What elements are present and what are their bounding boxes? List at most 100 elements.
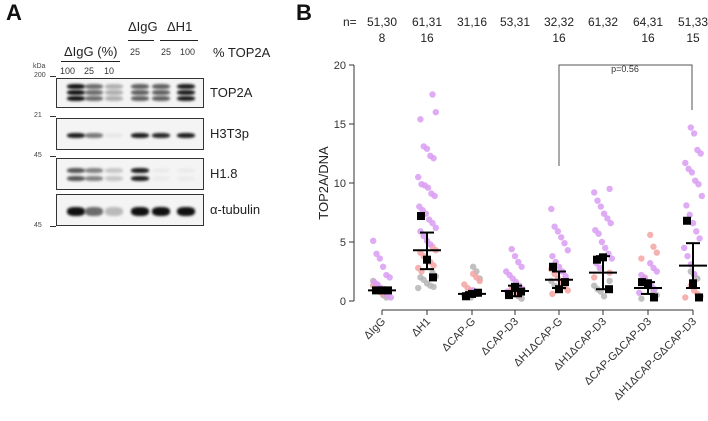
x-tick-label: ΔCAP-G — [440, 316, 478, 354]
blot-band — [85, 175, 103, 181]
n-label: 51,33 — [677, 15, 708, 29]
blot-band — [85, 96, 103, 101]
blot-band — [131, 132, 149, 138]
blot-band — [105, 84, 123, 89]
data-point-rep1 — [682, 159, 689, 167]
data-point-rep1 — [683, 202, 690, 209]
group-label-dh1: ΔH1 — [167, 19, 193, 34]
mw-marker-tick — [50, 156, 56, 157]
data-point-rep1 — [431, 192, 438, 200]
blot-band — [67, 167, 85, 173]
y-tick-label: 5 — [340, 237, 346, 249]
p-value-label: p=0.56 — [611, 64, 639, 74]
replicate-mean-marker — [650, 293, 658, 302]
data-point-rep1 — [606, 185, 613, 193]
y-axis-label: TOP2A/DNA — [316, 146, 331, 220]
blot-band — [85, 167, 103, 173]
data-point-rep1 — [604, 215, 611, 222]
x-tick-label: ΔH1 — [409, 316, 433, 340]
n-label: 8 — [378, 31, 386, 45]
data-point-rep1 — [387, 294, 394, 301]
data-point-rep1 — [681, 244, 688, 252]
axes: 0 5 10 15 20 — [334, 60, 694, 315]
blot-band — [177, 90, 195, 95]
replicate-mean-marker — [549, 262, 557, 271]
replicate-mean-marker — [695, 293, 703, 302]
data-point-rep1 — [602, 244, 609, 252]
data-point-rep1 — [607, 219, 614, 227]
mw-marker-label: 45 — [34, 222, 42, 229]
n-prefix: n= — [343, 15, 357, 29]
blot-band — [67, 96, 85, 101]
blot-label: H3T3p — [210, 126, 250, 141]
blot-band — [67, 175, 85, 181]
blot-band — [131, 167, 149, 173]
data-point-rep1 — [376, 255, 383, 262]
blot-band — [152, 132, 170, 138]
mw-marker-label: 21 — [34, 112, 42, 119]
x-tick-labels: ΔIgG ΔH1 ΔCAP-G ΔCAP-D3ΔH1ΔCAP-GΔH1ΔCAP-D3Δ… — [362, 316, 699, 403]
mw-marker-tick — [50, 116, 56, 117]
n-label: 61,32 — [587, 15, 619, 29]
data-point-rep1 — [518, 263, 525, 270]
data-point-rep1 — [379, 263, 387, 270]
blot-band — [152, 84, 170, 89]
data-point-rep1 — [698, 192, 705, 200]
blot-band — [131, 96, 149, 101]
blot-band — [67, 84, 85, 89]
data-point-rep3 — [600, 293, 608, 300]
n-label: 53,31 — [499, 15, 531, 29]
panel-b-letter: B — [296, 0, 312, 25]
data-point-rep1 — [386, 274, 393, 281]
data-point-rep1 — [598, 238, 606, 246]
underline-digg — [128, 40, 154, 41]
data-point-rep2 — [650, 243, 657, 250]
n-label: 16 — [552, 31, 566, 45]
blot-band — [105, 206, 123, 216]
y-tick-label: 0 — [340, 296, 346, 308]
blot-label: α-tubulin — [210, 202, 261, 217]
data-point-rep1 — [429, 219, 436, 227]
data-point-rep1 — [558, 234, 565, 241]
blot-band — [131, 175, 149, 181]
blot-band — [177, 206, 195, 216]
replicate-mean-marker — [683, 216, 691, 225]
data-point-rep1 — [562, 273, 569, 280]
blot-band — [177, 84, 195, 89]
data-point-rep1 — [417, 116, 424, 123]
blot-h18 — [56, 158, 204, 190]
data-point-rep3 — [415, 284, 422, 292]
blot-band — [152, 96, 170, 101]
panel-a-letter: A — [6, 0, 22, 25]
blot-band — [105, 90, 123, 95]
data-point-rep2 — [476, 277, 483, 285]
data-point-rep1 — [686, 211, 693, 219]
underline-dh1 — [160, 40, 198, 41]
blot-band — [67, 206, 85, 216]
data-point-rep1 — [432, 109, 439, 116]
x-tick-label: ΔCAP-D3 — [479, 316, 521, 358]
data-point-rep3 — [469, 263, 477, 270]
data-point-rep1 — [561, 239, 568, 247]
data-point-rep1 — [696, 235, 703, 242]
data-point-rep3 — [430, 283, 437, 291]
data-point-rep1 — [564, 247, 571, 254]
data-point-rep1 — [608, 255, 615, 262]
data-point-rep2 — [638, 255, 645, 262]
blot-tubulin — [56, 194, 204, 226]
n-label: 51,30 — [366, 15, 398, 29]
data-point-rep1 — [595, 230, 602, 237]
data-point-rep1 — [690, 270, 698, 278]
x-tick-label: ΔH1ΔCAP-GΔCAP-D3 — [612, 316, 699, 403]
data-point-rep1 — [695, 180, 702, 188]
blot-band — [152, 206, 170, 216]
data-point-rep2 — [647, 231, 654, 239]
kda-label: kDa — [33, 63, 46, 70]
mw-marker-tick — [50, 76, 56, 77]
data-point-rep2 — [564, 287, 571, 294]
data-point-rep1 — [420, 232, 427, 240]
lane-value: 100 — [180, 47, 196, 57]
data-point-rep1 — [432, 224, 439, 232]
n-label: 31,16 — [456, 15, 488, 29]
y-tick-label: 15 — [334, 119, 346, 131]
